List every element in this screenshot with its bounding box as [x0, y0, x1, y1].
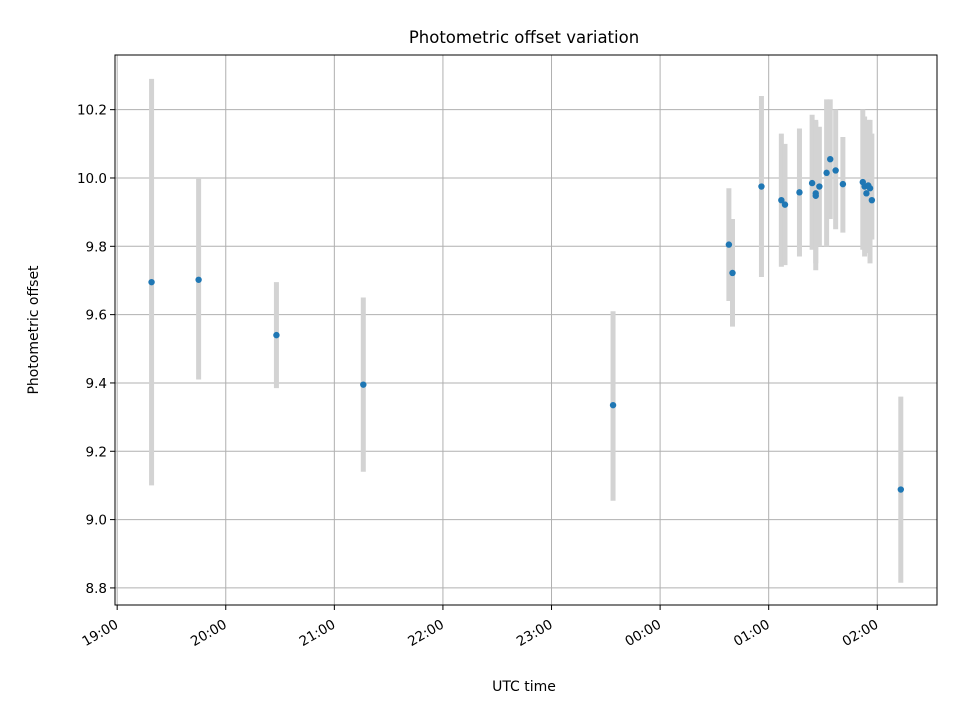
x-tick-label: 00:00	[622, 617, 664, 650]
y-tick-label: 9.0	[86, 513, 107, 529]
x-tick-label: 02:00	[840, 617, 882, 650]
data-point	[897, 486, 905, 493]
data-point	[816, 183, 823, 190]
data-point	[758, 183, 765, 190]
y-tick-label: 10.2	[77, 103, 107, 119]
data-point	[195, 276, 202, 283]
data-point	[812, 192, 819, 199]
data-point	[781, 201, 789, 208]
data-point	[360, 381, 367, 388]
point-layer	[148, 155, 905, 493]
data-point	[868, 196, 876, 204]
data-point	[832, 167, 839, 174]
y-axis-label: Photometric offset	[26, 265, 42, 395]
y-tick-label: 9.6	[86, 308, 107, 324]
data-point	[808, 179, 816, 187]
data-point	[827, 155, 834, 163]
data-point	[148, 278, 155, 286]
data-point	[796, 189, 803, 196]
y-tick-label: 9.4	[86, 376, 107, 392]
data-point	[866, 185, 874, 192]
x-tick-label: 20:00	[188, 617, 230, 650]
y-tick-label: 10.0	[77, 171, 107, 187]
x-tick-label: 23:00	[514, 617, 556, 650]
data-point	[609, 401, 617, 409]
y-tick-label: 9.8	[86, 239, 107, 255]
x-tick-label: 22:00	[405, 617, 447, 650]
data-point	[823, 169, 830, 177]
x-tick-label: 21:00	[297, 617, 339, 650]
errorbar-layer	[149, 78, 904, 583]
data-point	[729, 269, 736, 277]
data-point	[273, 331, 280, 339]
data-point	[725, 241, 733, 248]
chart-title: Photometric offset variation	[409, 28, 639, 47]
plot-frame	[114, 54, 938, 606]
data-point	[863, 190, 870, 197]
y-tick-label: 9.2	[86, 444, 107, 460]
x-tick-label: 01:00	[731, 617, 773, 650]
data-point	[839, 180, 847, 188]
x-tick-label: 19:00	[79, 617, 121, 650]
data-point	[778, 196, 785, 204]
y-tick-label: 8.8	[86, 581, 107, 597]
x-axis-label: UTC time	[492, 679, 556, 695]
